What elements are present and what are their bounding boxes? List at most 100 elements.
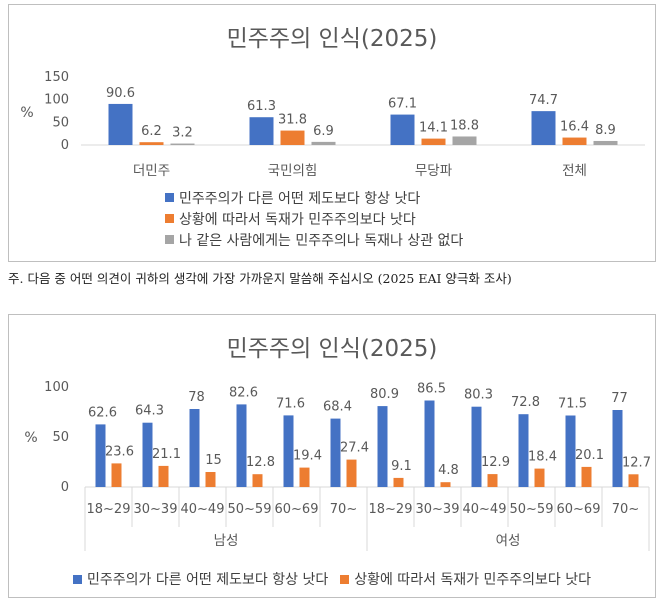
bar xyxy=(565,415,576,487)
data-label: 18.4 xyxy=(528,450,557,465)
x-tick-label: 70~ xyxy=(330,502,357,517)
bar xyxy=(531,111,556,145)
bar xyxy=(189,409,200,487)
x-tick-label: 40~49 xyxy=(181,502,225,517)
bar xyxy=(236,404,247,487)
data-label: 31.8 xyxy=(278,113,307,128)
legend-item-always-democracy: 민주주의가 다른 어떤 제도보다 항상 낫다 xyxy=(73,569,328,589)
x-tick-label: 60~69 xyxy=(275,502,319,517)
party-chart-svg: 0 50 100 150% 더민주 90.6 6.2 3.2 국민의힘 61.331.8 6.9 무당… xyxy=(20,70,645,179)
data-label: 90.6 xyxy=(106,86,135,101)
x-tick-label: 국민의힘 xyxy=(268,163,318,179)
bar xyxy=(593,140,618,145)
data-label: 12.9 xyxy=(481,455,510,470)
bar xyxy=(283,415,294,487)
x-tick-label: 전체 xyxy=(562,163,587,179)
x-tick-label: 60~69 xyxy=(557,502,601,517)
data-label: 72.8 xyxy=(511,395,540,410)
chart-title: 민주주의 인식(2025) xyxy=(226,336,438,362)
legend-label: 민주주의가 다른 어떤 제도보다 항상 낫다 xyxy=(179,190,421,207)
x-tick-label: 18~29 xyxy=(87,502,131,517)
group-label: 남성 xyxy=(214,533,239,549)
data-label: 71.6 xyxy=(276,396,305,411)
bar xyxy=(280,130,305,145)
data-label: 3.2 xyxy=(172,126,193,141)
legend-swatch-orange xyxy=(340,574,350,584)
data-label: 77 xyxy=(611,391,628,406)
legend-swatch-blue xyxy=(165,193,174,202)
data-label: 71.5 xyxy=(558,397,587,412)
bar xyxy=(471,406,482,487)
chart-title: 민주주의 인식(2025) xyxy=(226,26,438,52)
chart-panel-gender-age: 민주주의 인식(2025) 0 50 100% 18~29 62.6 23.6 30~39 6… xyxy=(8,314,656,598)
x-tick-label: 무당파 xyxy=(415,163,453,179)
data-label: 4.8 xyxy=(438,463,459,478)
bar xyxy=(330,418,341,487)
data-label: 86.5 xyxy=(417,382,446,397)
group-label: 여성 xyxy=(496,533,521,549)
legend-item-dictatorship: 상황에 따라서 독재가 민주주의보다 낫다 xyxy=(340,569,591,589)
bar xyxy=(628,474,639,487)
y-tick-label: 50 xyxy=(52,115,69,130)
data-label: 16.4 xyxy=(560,120,589,135)
legend-label: 나 같은 사람에게는 민주주의나 독재나 상관 없다 xyxy=(179,232,464,249)
x-tick-label: 30~39 xyxy=(134,502,178,517)
legend-label: 민주주의가 다른 어떤 제도보다 항상 낫다 xyxy=(87,572,329,588)
data-label: 6.2 xyxy=(141,124,162,139)
x-tick-label: 18~29 xyxy=(369,502,413,517)
bar xyxy=(581,466,592,487)
y-tick-label: 50 xyxy=(52,430,69,445)
data-label: 78 xyxy=(188,390,205,405)
data-label: 18.8 xyxy=(450,118,479,133)
chart-panel-party: 민주주의 인식(2025) 0 50 100 150% 더민주 90.6 6.2 3.2 국민의… xyxy=(8,4,656,262)
y-tick-label: 100 xyxy=(44,93,69,108)
bar xyxy=(518,414,529,487)
legend-label: 상황에 따라서 독재가 민주주의보다 낫다 xyxy=(179,211,416,228)
data-label: 64.3 xyxy=(135,404,164,419)
data-label: 62.6 xyxy=(88,405,117,420)
x-tick-label: 70~ xyxy=(612,502,639,517)
data-label: 61.3 xyxy=(247,99,276,114)
legend-label: 상황에 따라서 독재가 민주주의보다 낫다 xyxy=(354,572,591,588)
bar xyxy=(252,474,263,487)
legend-swatch-gray xyxy=(165,235,174,244)
data-label: 9.1 xyxy=(391,459,412,474)
bar xyxy=(158,465,169,487)
bar xyxy=(487,474,498,487)
data-label: 6.9 xyxy=(313,124,334,139)
survey-note: 주. 다음 중 어떤 의견이 귀하의 생각에 가장 가까운지 말씀해 주십시오 … xyxy=(8,271,512,286)
bar xyxy=(111,463,122,487)
y-tick-label: 0 xyxy=(61,480,69,495)
x-tick-label: 30~39 xyxy=(416,502,460,517)
data-label: 12.7 xyxy=(622,455,651,470)
data-label: 27.4 xyxy=(340,441,369,456)
legend-item-dictatorship: 상황에 따라서 독재가 민주주의보다 낫다 xyxy=(165,208,463,229)
bar xyxy=(393,477,404,487)
data-label: 68.4 xyxy=(323,400,352,415)
bar xyxy=(205,472,216,487)
x-tick-label: 40~49 xyxy=(463,502,507,517)
bar xyxy=(108,103,133,145)
data-label: 20.1 xyxy=(575,448,604,463)
bar xyxy=(139,142,164,145)
y-tick-label: 0 xyxy=(61,138,69,153)
bar xyxy=(95,424,106,487)
x-tick-label: 50~59 xyxy=(228,502,272,517)
data-label: 80.3 xyxy=(464,388,493,403)
bar xyxy=(390,114,415,145)
bar xyxy=(452,136,477,145)
bar xyxy=(249,117,274,145)
data-label: 82.6 xyxy=(229,385,258,400)
data-label: 67.1 xyxy=(388,97,417,112)
y-axis-label: % xyxy=(24,430,37,446)
data-label: 23.6 xyxy=(105,444,134,459)
gender-age-chart-svg: 0 50 100% 18~29 62.6 23.6 30~39 64.3 21.1 40~49 78… xyxy=(24,380,651,551)
legend-swatch-orange xyxy=(165,214,174,223)
bar xyxy=(421,138,446,145)
bar xyxy=(377,406,388,487)
x-tick-label: 더민주 xyxy=(133,163,170,179)
chart-legend: 민주주의가 다른 어떤 제도보다 항상 낫다 상황에 따라서 독재가 민주주의보… xyxy=(165,187,463,250)
legend-item-indifferent: 나 같은 사람에게는 민주주의나 독재나 상관 없다 xyxy=(165,229,463,250)
bar xyxy=(346,459,357,487)
data-label: 74.7 xyxy=(529,93,558,108)
